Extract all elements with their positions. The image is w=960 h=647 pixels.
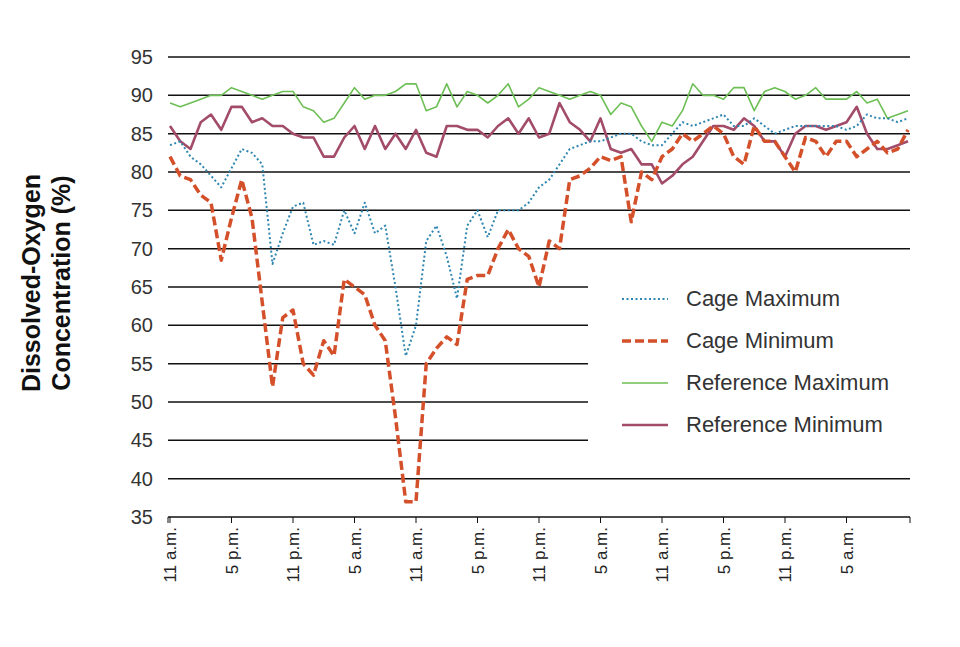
x-tick (231, 517, 232, 523)
chart: 35 40 45 50 55 60 65 70 75 80 85 90 95 11 a.m. 5 p.m. 1… (0, 0, 960, 647)
x-tick-label: 11 a.m. (407, 527, 426, 582)
y-tick-label: 90 (131, 84, 153, 106)
x-tick-label: 5 a.m. (346, 527, 365, 574)
legend-label: Cage Minimum (686, 328, 834, 353)
x-tick (785, 517, 786, 523)
legend-swatch (622, 339, 668, 343)
x-tick-label: 11 p.m. (284, 527, 303, 582)
y-axis-label: Dissolved-OxygenConcentration (%) (17, 174, 75, 392)
x-tick (416, 517, 417, 523)
grid-line (168, 210, 910, 212)
legend-label: Reference Maximum (686, 370, 889, 395)
axis-end (168, 517, 169, 523)
grid-line (168, 133, 910, 135)
x-tick (846, 517, 847, 523)
y-tick-label: 80 (131, 161, 153, 183)
x-tick-label: 5 a.m. (592, 527, 611, 574)
x-tick (662, 517, 663, 523)
series-line (170, 84, 908, 142)
x-tick-label: 11 a.m. (161, 527, 180, 582)
y-tick-label: 70 (131, 238, 153, 260)
x-tick-label: 11 a.m. (653, 527, 672, 582)
x-tick (293, 517, 294, 523)
series-line (170, 115, 908, 357)
x-tick-label: 11 p.m. (776, 527, 795, 582)
x-tick (539, 517, 540, 523)
series-line (170, 103, 908, 184)
grid-line (168, 478, 910, 480)
x-tick-label: 11 p.m. (530, 527, 549, 582)
x-tick (600, 517, 601, 523)
legend-label: Reference Minimum (686, 412, 883, 437)
y-tick-label: 75 (131, 199, 153, 221)
grid (168, 57, 910, 517)
x-tick (477, 517, 478, 523)
y-axis-label-line: Concentration (%) (47, 175, 75, 390)
legend-swatch (622, 424, 668, 427)
grid-line (168, 56, 910, 58)
y-tick-label: 55 (131, 353, 153, 375)
y-tick-label: 60 (131, 314, 153, 336)
y-tick-label: 35 (131, 506, 153, 528)
x-tick-label: 5 p.m. (469, 527, 488, 574)
legend-background (588, 280, 910, 458)
y-tick-label: 40 (131, 468, 153, 490)
x-tick (354, 517, 355, 523)
legend-swatch (622, 298, 668, 300)
x-tick-label: 5 p.m. (223, 527, 242, 574)
y-axis-label-line: Dissolved-Oxygen (17, 174, 45, 392)
grid-line (168, 95, 910, 97)
series-group (170, 84, 908, 502)
y-tick-label: 95 (131, 46, 153, 68)
y-tick-label: 85 (131, 123, 153, 145)
legend-label: Cage Maximum (686, 286, 840, 311)
grid-line (168, 248, 910, 250)
x-tick (170, 517, 171, 523)
y-tick-label: 65 (131, 276, 153, 298)
y-tick-label: 50 (131, 391, 153, 413)
y-tick-label: 45 (131, 429, 153, 451)
x-tick (723, 517, 724, 523)
legend-swatch (622, 382, 668, 384)
axis-end (910, 517, 911, 523)
x-tick-label: 5 p.m. (715, 527, 734, 574)
x-tick-label: 5 a.m. (838, 527, 857, 574)
series-line (170, 126, 908, 502)
grid-line (168, 171, 910, 173)
